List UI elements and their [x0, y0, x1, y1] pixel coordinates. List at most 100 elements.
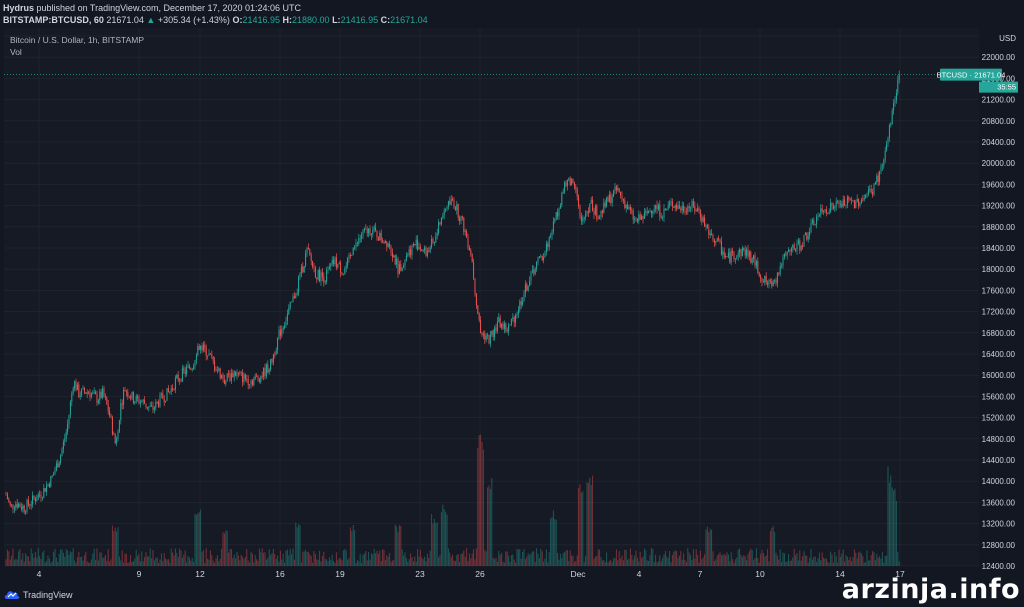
volume-bar — [39, 555, 41, 566]
volume-bar — [551, 517, 553, 566]
volume-bar — [352, 524, 354, 566]
candle-body — [865, 195, 867, 198]
candle-body — [450, 199, 452, 205]
volume-bar — [827, 561, 829, 566]
volume-bar — [88, 562, 90, 566]
volume-bar — [757, 557, 759, 566]
volume-bar — [681, 559, 683, 566]
candle-body — [146, 406, 148, 408]
volume-bar — [57, 561, 59, 566]
publisher-name[interactable]: Hydrus — [3, 3, 35, 13]
candle-body — [804, 232, 806, 236]
x-tick-label: 4 — [37, 569, 42, 579]
candle-body — [61, 449, 63, 456]
last-price-tag[interactable]: BTCUSD · 21671.04 35:55 — [937, 68, 1018, 93]
candle-body — [314, 267, 316, 278]
volume-bar — [748, 551, 750, 566]
volume-bar — [383, 550, 385, 566]
candle-body — [116, 439, 118, 443]
volume-bar — [657, 561, 659, 566]
volume-bar — [488, 485, 490, 566]
candle-body — [817, 215, 819, 217]
candle-body — [256, 375, 258, 377]
candle-body — [254, 375, 256, 380]
candle-body — [498, 317, 500, 322]
candle-body — [533, 269, 535, 274]
volume-bar — [893, 490, 895, 566]
volume-bar — [552, 510, 554, 566]
candle-body — [872, 192, 874, 195]
candle-body — [295, 295, 297, 299]
candle-body — [544, 251, 546, 258]
candle-body — [576, 188, 578, 197]
candle-body — [181, 368, 183, 382]
volume-bar — [415, 561, 417, 566]
volume-bar — [242, 556, 244, 566]
candle-body — [309, 249, 311, 256]
volume-bar — [741, 557, 743, 566]
volume-bar — [125, 554, 127, 566]
price-chart[interactable]: 12400.00 12800.00 13200.00 13600.00 14000.00… — [0, 0, 1024, 582]
candle-body — [508, 325, 510, 332]
volume-bar — [183, 554, 185, 566]
candle-body — [412, 244, 414, 246]
y-tick-label: 19600.00 — [982, 180, 1016, 189]
candle-body — [202, 344, 204, 351]
candle-body — [30, 504, 32, 506]
volume-bar — [576, 555, 578, 566]
volume-bar — [72, 548, 74, 566]
volume-bar — [247, 560, 249, 566]
volume-bar — [620, 558, 622, 566]
volume-bar — [669, 551, 671, 566]
candle-body — [890, 123, 892, 126]
candle-body — [484, 333, 486, 340]
volume-bar — [502, 561, 504, 566]
candle-body — [36, 499, 38, 502]
volume-bar — [118, 556, 120, 566]
candle-body — [285, 320, 287, 326]
volume-bar — [368, 551, 370, 566]
volume-bar — [727, 554, 729, 566]
volume-bar — [135, 549, 137, 566]
volume-bar — [571, 555, 573, 566]
candle-body — [862, 199, 864, 201]
volume-bar — [593, 558, 595, 566]
volume-bar — [365, 550, 367, 566]
candle-body — [60, 455, 62, 463]
candle-body — [793, 244, 795, 250]
volume-bar — [418, 556, 420, 566]
volume-bar — [792, 557, 794, 566]
candle-body — [578, 196, 580, 207]
candle-body — [207, 355, 209, 357]
volume-bar — [120, 560, 122, 566]
volume-bar — [293, 559, 295, 566]
candle-body — [37, 494, 39, 500]
y-tick-label: 15600.00 — [982, 392, 1016, 401]
chart-pane[interactable] — [4, 28, 979, 566]
x-tick-label: 4 — [637, 569, 642, 579]
volume-bar — [29, 561, 31, 566]
candle-body — [552, 221, 554, 232]
legend-title[interactable]: Bitcoin / U.S. Dollar, 1h, BITSTAMP — [10, 35, 144, 45]
candle-body — [156, 401, 158, 403]
candle-body — [680, 208, 682, 211]
volume-bar — [548, 552, 550, 566]
candle-body — [328, 266, 330, 270]
volume-bar — [36, 557, 38, 566]
volume-bar — [375, 553, 377, 566]
volume-bar — [265, 559, 267, 566]
candle-body — [85, 392, 87, 394]
volume-bar — [410, 553, 412, 566]
volume-bar — [494, 559, 496, 566]
volume-bar — [523, 549, 525, 566]
volume-bar — [387, 556, 389, 566]
candle-body — [268, 369, 270, 373]
legend-volume[interactable]: Vol — [10, 47, 22, 57]
volume-bar — [586, 482, 588, 566]
candle-body — [345, 265, 347, 269]
volume-bar — [529, 555, 531, 566]
volume-bar — [16, 559, 18, 566]
candle-body — [860, 199, 862, 204]
tradingview-brand[interactable]: TradingView — [4, 589, 73, 600]
candle-body — [869, 189, 871, 190]
